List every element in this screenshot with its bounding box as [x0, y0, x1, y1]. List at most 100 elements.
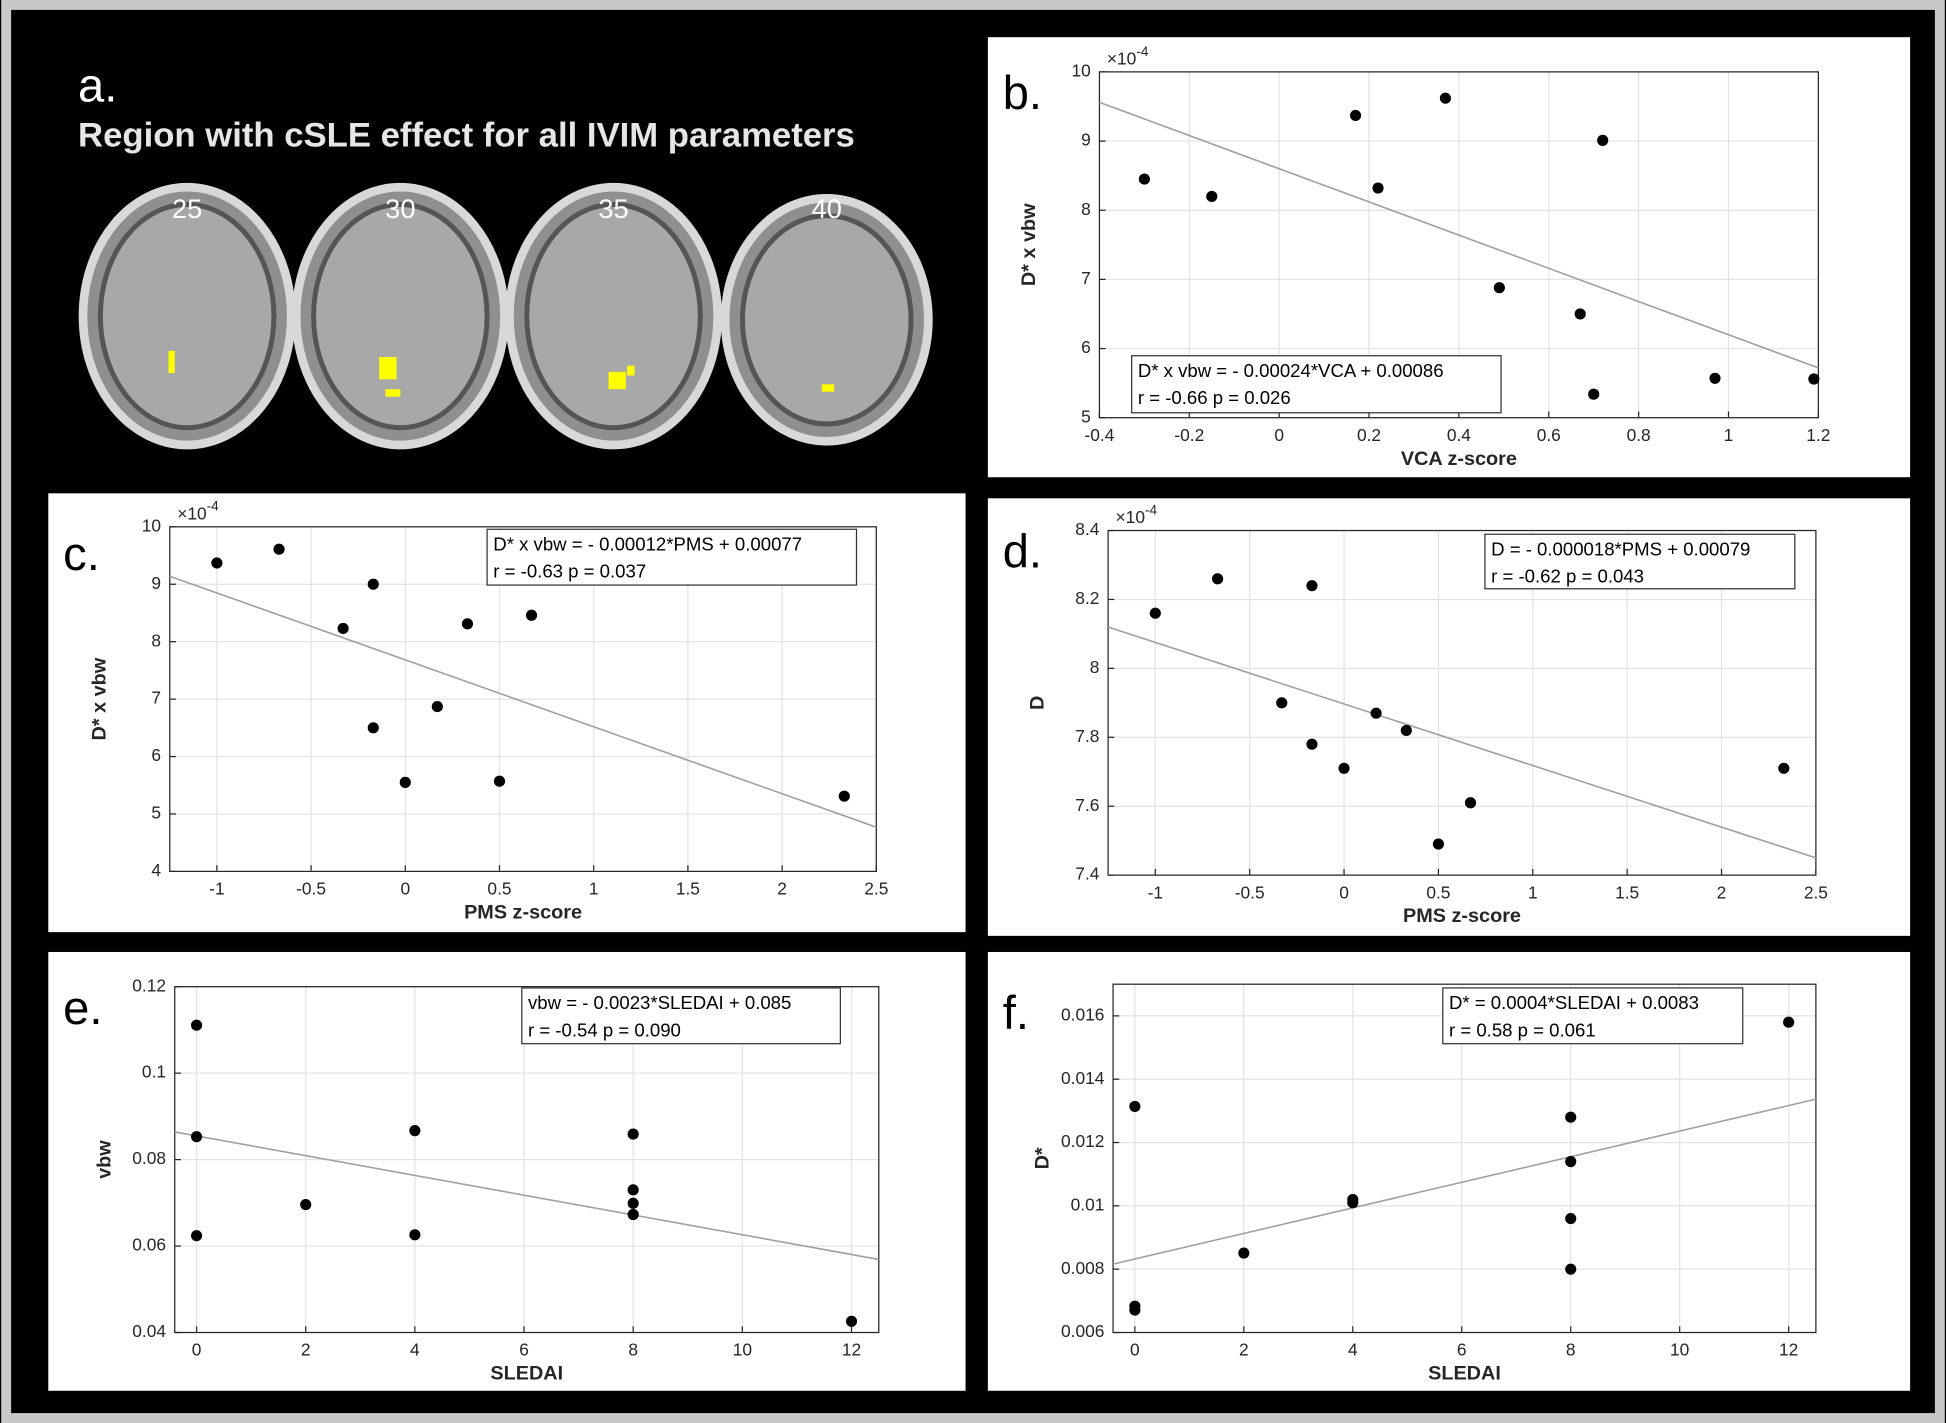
- x-tick-label: 6: [1457, 1340, 1467, 1360]
- panel-label: d.: [1003, 525, 1042, 578]
- annotation-box: [1484, 533, 1796, 590]
- x-tick-label: -1: [209, 879, 224, 899]
- chart-panel: f. 0 2 4 6 8 10 12 0.006 0.008 0.01 0.012 0.014 0.016…: [987, 951, 1911, 1391]
- annotation-text: D* x vbw = - 0.00012*PMS + 0.00077: [493, 533, 802, 554]
- x-tick-label: 4: [1348, 1340, 1358, 1360]
- x-tick-label: 1: [1528, 882, 1538, 902]
- y-tick-label: 5: [151, 803, 161, 823]
- y-tick-label: 0.012: [1061, 1131, 1104, 1151]
- y-tick-label: 9: [151, 573, 161, 593]
- annotation-text: r = 0.58 p = 0.061: [1449, 1019, 1596, 1040]
- y-tick-label: 9: [1081, 130, 1091, 150]
- x-tick-label: 6: [519, 1340, 529, 1360]
- annotation-text: r = -0.66 p = 0.026: [1138, 387, 1291, 408]
- y-axis-label: D* x vbw: [1018, 203, 1040, 286]
- x-tick-label: 0: [1339, 882, 1349, 902]
- brain-slice-inner: [524, 202, 703, 431]
- fit-line: [169, 575, 877, 828]
- annotation-text: vbw = - 0.0023*SLEDAI + 0.085: [528, 992, 791, 1013]
- x-tick-label: 4: [410, 1340, 420, 1360]
- annotation-text: r = -0.62 p = 0.043: [1491, 566, 1644, 587]
- x-tick-label: -0.5: [1235, 882, 1265, 902]
- y-tick-label: 0.08: [132, 1148, 166, 1168]
- data-point: [1432, 838, 1444, 850]
- x-axis-label: SLEDAI: [490, 1363, 563, 1385]
- panel-title: Region with cSLE effect for all IVIM par…: [78, 116, 855, 154]
- data-point: [1493, 282, 1505, 294]
- annotation-box: [1442, 987, 1744, 1045]
- data-point: [1349, 109, 1362, 122]
- data-point: [337, 622, 349, 635]
- fit-line: [1112, 1098, 1817, 1265]
- voxel: [168, 350, 175, 374]
- exponent-base: ×10: [1116, 507, 1145, 527]
- x-tick-label: 2: [301, 1340, 311, 1360]
- data-point: [367, 578, 379, 590]
- y-tick-label: 7.6: [1075, 795, 1099, 815]
- data-point: [1464, 797, 1477, 809]
- panel-label: a.: [78, 59, 117, 112]
- data-point: [1206, 190, 1218, 202]
- data-point: [409, 1229, 421, 1241]
- x-tick-label: 2: [777, 879, 787, 899]
- y-tick-label: 0.014: [1061, 1068, 1105, 1088]
- x-axis-label: PMS z-score: [1403, 905, 1521, 927]
- annotation-box: [486, 528, 858, 586]
- y-tick-label: 8: [1090, 657, 1100, 677]
- data-point: [211, 557, 223, 569]
- data-point: [1808, 373, 1820, 385]
- data-point: [1439, 92, 1452, 104]
- x-axis-label: PMS z-score: [464, 902, 582, 924]
- data-point: [1149, 607, 1161, 619]
- x-tick-label: 10: [733, 1340, 752, 1360]
- data-point: [190, 1230, 203, 1242]
- y-tick-label: 0.12: [132, 975, 166, 995]
- x-tick-label: -0.4: [1084, 425, 1114, 445]
- x-tick-label: 1.5: [1615, 882, 1639, 902]
- fit-line: [174, 1131, 879, 1261]
- data-point: [1212, 573, 1224, 585]
- y-tick-label: 0.008: [1061, 1258, 1104, 1278]
- data-point: [461, 618, 474, 630]
- data-point: [1306, 580, 1318, 592]
- data-point: [1347, 1197, 1359, 1209]
- x-tick-label: 8: [1566, 1340, 1576, 1360]
- fit-line: [1107, 626, 1817, 859]
- data-point: [845, 1315, 858, 1327]
- chart-panel: d. -1 -0.5 0 0.5 1 1.5 2 2.5 7.4 7.6 7.8 8 8.2 8.4 ×10-…: [987, 498, 1911, 936]
- y-axis-label: D*: [1032, 1147, 1054, 1169]
- x-tick-label: 0: [192, 1340, 202, 1360]
- axes-box: [1112, 983, 1817, 1334]
- x-tick-label: 0: [400, 879, 410, 899]
- y-tick-label: 8: [1081, 199, 1091, 219]
- x-tick-label: 0: [1274, 425, 1284, 445]
- y-tick-label: 0.04: [132, 1321, 166, 1341]
- data-point: [1709, 372, 1721, 384]
- data-point: [1565, 1212, 1577, 1225]
- y-tick-label: 7.8: [1075, 726, 1099, 746]
- data-point: [627, 1197, 639, 1209]
- x-axis-label: VCA z-score: [1401, 448, 1517, 470]
- data-point: [1400, 724, 1412, 736]
- data-point: [1574, 308, 1586, 320]
- x-tick-label: 12: [1779, 1340, 1798, 1360]
- annotation-text: D* x vbw = - 0.00024*VCA + 0.00086: [1138, 360, 1444, 381]
- annotation-box: [521, 987, 841, 1045]
- axis-exponent: ×10-4: [1116, 502, 1158, 527]
- chart-panel: e. 0 2 4 6 8 10 12 0.04 0.06 0.08 0.1 0.12 SLEDAI vbw v…: [48, 951, 966, 1391]
- x-tick-label: 2: [1717, 882, 1727, 902]
- fit-line: [1099, 101, 1819, 369]
- exponent-base: ×10: [177, 503, 206, 523]
- voxel: [379, 356, 397, 380]
- data-point: [1565, 1155, 1577, 1168]
- x-tick-label: 0.6: [1537, 425, 1561, 445]
- data-point: [1778, 762, 1790, 774]
- annotation-box: [1131, 355, 1502, 414]
- y-tick-label: 0.06: [132, 1235, 166, 1255]
- axes-box: [174, 986, 880, 1334]
- x-tick-label: 0.2: [1357, 425, 1381, 445]
- y-tick-label: 6: [1081, 337, 1091, 357]
- data-point: [190, 1019, 203, 1031]
- data-point: [1276, 697, 1288, 709]
